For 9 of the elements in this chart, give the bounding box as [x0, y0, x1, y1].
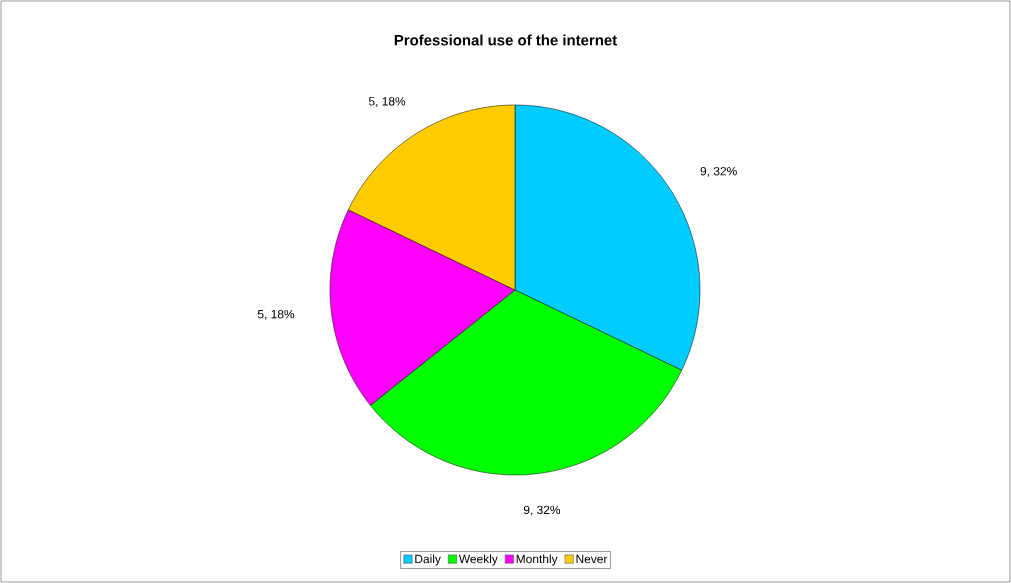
data-label: 5, 18% — [257, 309, 295, 320]
legend-label: Never — [576, 554, 608, 564]
legend-label: Weekly — [458, 554, 498, 566]
legend-label: Daily — [415, 554, 441, 566]
chart-title: Professional use of the internet — [394, 34, 617, 46]
data-label: 9, 32% — [700, 166, 737, 177]
legend-label: Monthly — [516, 554, 558, 566]
data-label: 9, 32% — [523, 505, 561, 516]
data-label: 5, 18% — [368, 97, 406, 107]
